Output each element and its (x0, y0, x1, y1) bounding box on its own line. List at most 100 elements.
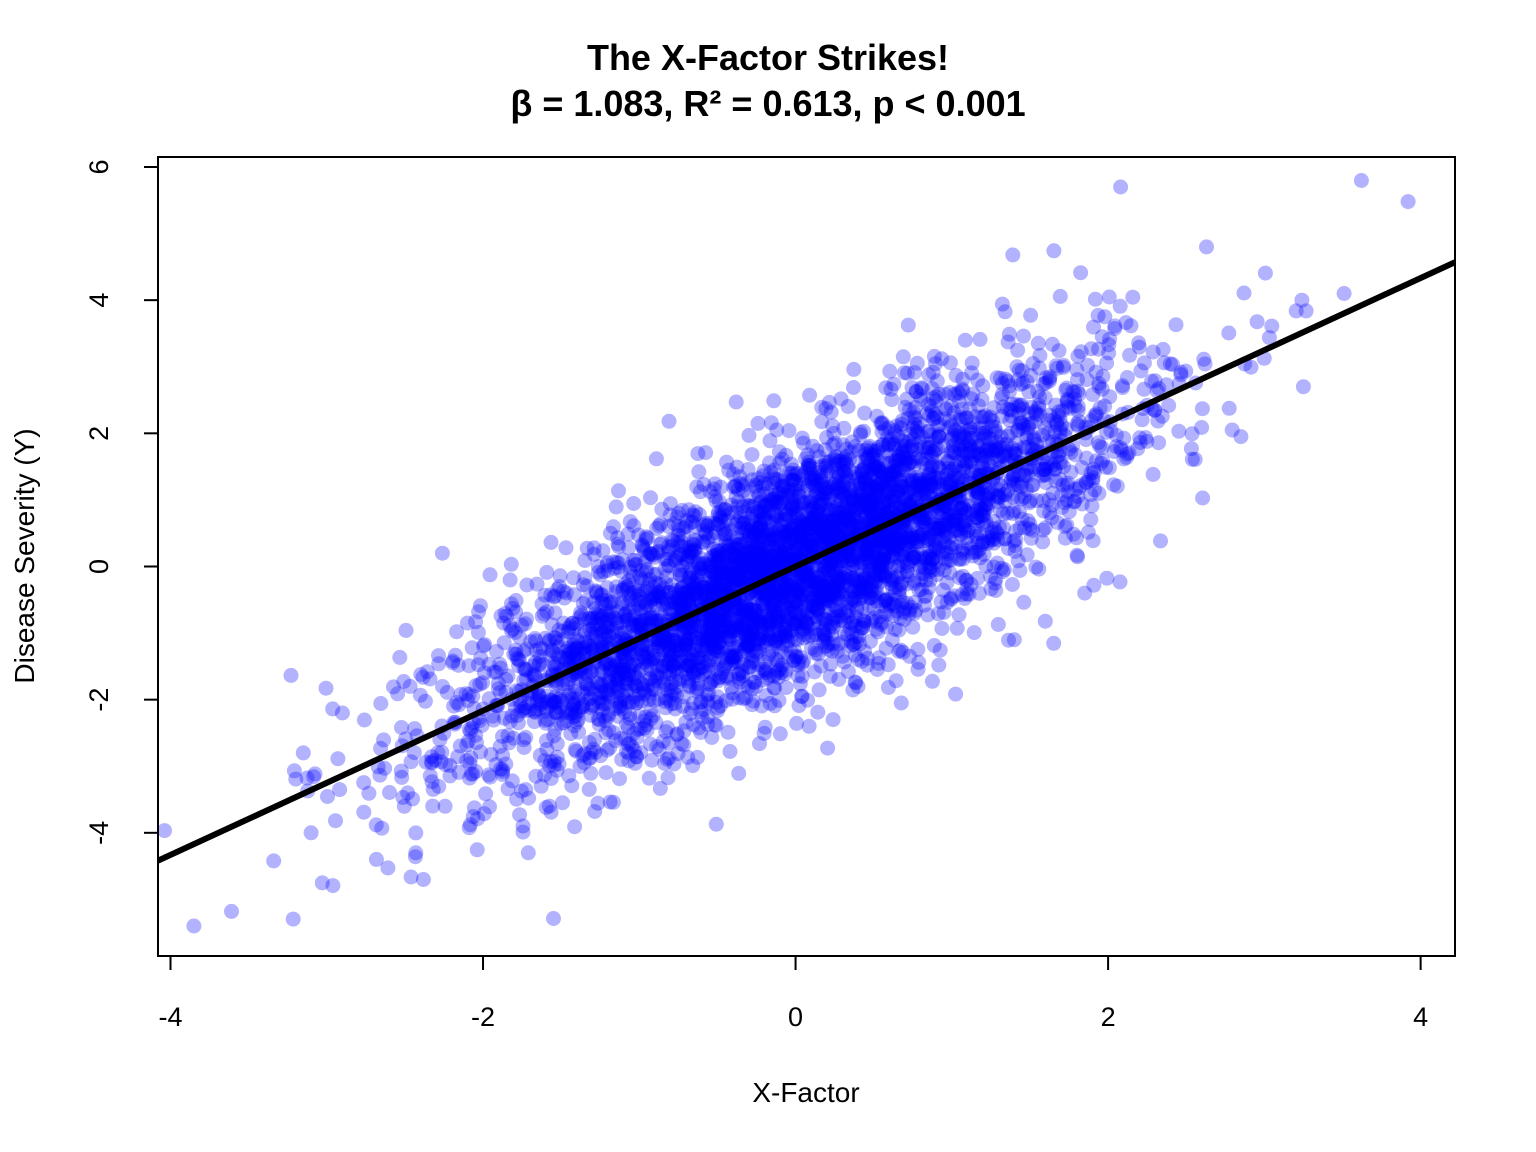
data-point (969, 510, 985, 526)
data-point (829, 557, 845, 573)
data-point (887, 621, 903, 637)
data-point (1023, 368, 1039, 383)
data-point (447, 647, 463, 663)
data-point (879, 527, 894, 543)
data-point (807, 621, 823, 637)
data-point (798, 567, 814, 583)
data-point (590, 711, 606, 727)
data-point (512, 807, 528, 823)
data-point (711, 611, 727, 627)
data-point (576, 611, 592, 627)
data-point (707, 489, 723, 504)
data-point (741, 528, 757, 544)
data-point (560, 624, 576, 640)
data-point (784, 611, 800, 627)
data-point (651, 691, 667, 707)
data-point (824, 627, 840, 642)
data-point (907, 409, 923, 425)
data-point (866, 587, 882, 603)
data-point (962, 425, 978, 440)
data-point (837, 605, 853, 621)
data-point (637, 600, 653, 615)
data-point (923, 471, 939, 487)
data-point (964, 454, 980, 470)
data-point (916, 522, 932, 538)
data-point (864, 612, 880, 628)
data-point (886, 468, 901, 484)
data-point (471, 604, 487, 620)
data-point (807, 664, 822, 680)
data-point (764, 598, 780, 614)
data-point (970, 484, 986, 500)
data-point (719, 645, 735, 660)
data-point (876, 547, 892, 563)
data-point (894, 597, 910, 613)
data-point (685, 695, 701, 711)
data-point (740, 462, 756, 477)
data-point (926, 520, 942, 536)
data-point (714, 613, 730, 629)
data-point (694, 586, 709, 601)
data-point (616, 660, 632, 676)
data-point (676, 596, 692, 611)
data-point (683, 515, 699, 531)
data-point (969, 434, 985, 450)
data-point (1063, 444, 1079, 460)
data-point (611, 539, 627, 555)
data-point (645, 613, 661, 629)
data-point (809, 601, 825, 617)
data-point (808, 584, 824, 600)
data-point (614, 752, 630, 768)
data-point (754, 523, 770, 539)
data-point (765, 525, 781, 541)
data-point (674, 586, 690, 602)
data-point (1132, 430, 1148, 446)
data-point (630, 597, 646, 613)
data-point (951, 607, 967, 623)
data-point (966, 443, 981, 459)
data-point (532, 640, 548, 656)
data-point (923, 526, 939, 542)
data-point (600, 612, 615, 628)
data-point (766, 541, 782, 557)
data-point (503, 556, 519, 572)
data-point (435, 679, 450, 694)
data-point (707, 578, 723, 594)
data-point (974, 425, 990, 441)
data-point (431, 648, 446, 664)
data-point (918, 588, 934, 604)
data-point (609, 679, 625, 694)
data-point (607, 610, 623, 626)
data-point (1257, 265, 1273, 281)
data-point (562, 618, 578, 634)
data-point (600, 706, 616, 722)
data-point (861, 482, 876, 498)
data-point (609, 671, 625, 687)
data-point (815, 505, 831, 521)
data-point (856, 459, 872, 475)
data-point (766, 680, 782, 695)
data-point (818, 467, 834, 483)
data-point (754, 698, 770, 714)
data-point (1194, 401, 1210, 417)
data-point (786, 617, 802, 633)
data-point (745, 623, 761, 639)
data-point (158, 823, 172, 839)
data-point (430, 745, 446, 761)
data-point (882, 363, 898, 379)
data-point (754, 596, 770, 612)
data-point (869, 584, 884, 600)
data-point (874, 424, 890, 440)
data-point (838, 441, 854, 457)
data-point (900, 483, 916, 499)
data-point (753, 474, 768, 490)
data-point (955, 568, 971, 584)
data-point (681, 502, 697, 518)
data-point (464, 720, 480, 736)
data-point (325, 878, 341, 894)
data-point (283, 667, 299, 683)
data-point (1295, 379, 1311, 395)
data-point (1005, 440, 1020, 456)
data-point (820, 575, 835, 591)
data-point (285, 911, 301, 927)
